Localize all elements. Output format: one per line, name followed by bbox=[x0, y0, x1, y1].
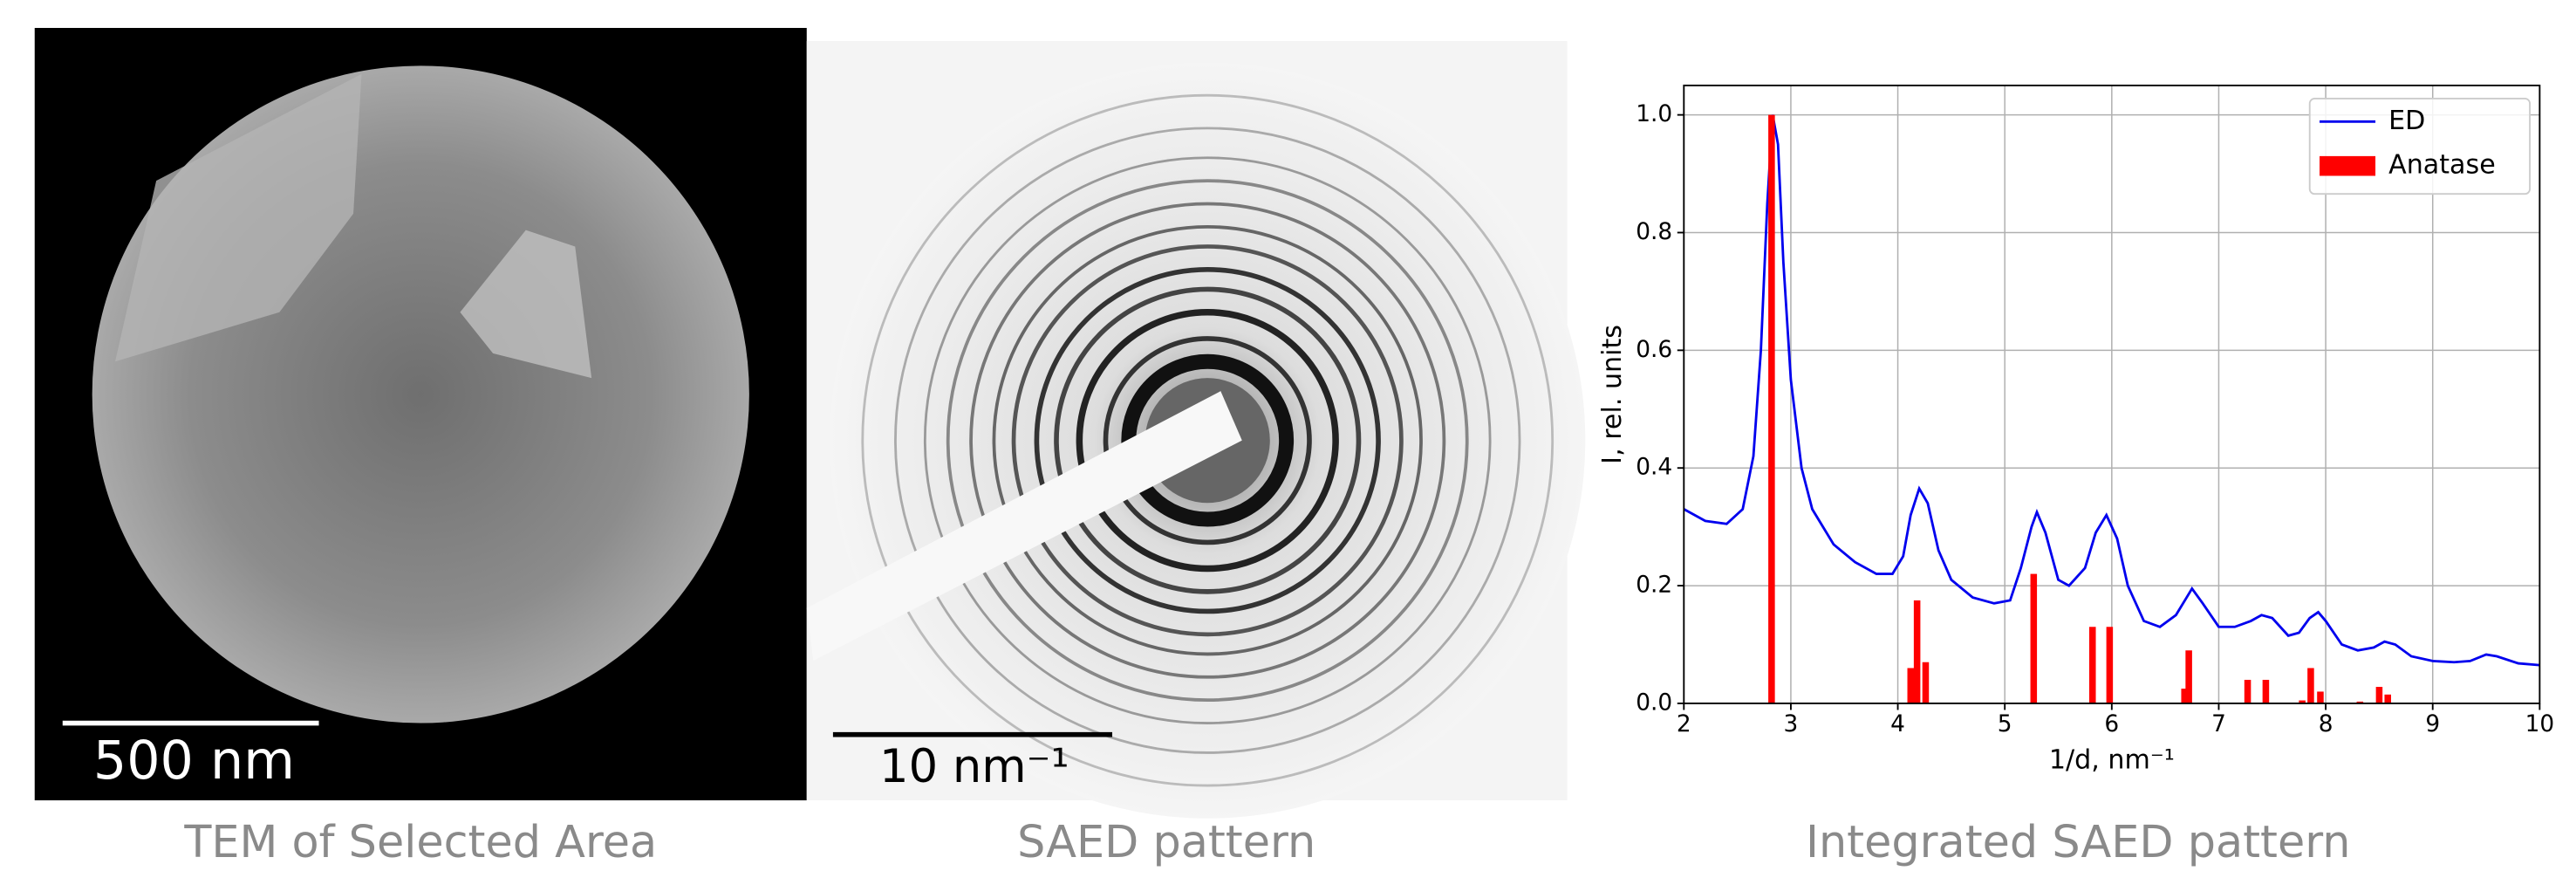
legend-label: ED bbox=[2388, 106, 2425, 136]
x-tick-label: 3 bbox=[1784, 711, 1799, 737]
bar bbox=[2356, 701, 2364, 703]
bar bbox=[2088, 627, 2096, 703]
bar bbox=[2185, 650, 2192, 703]
chart: 2 3 4 5 6 7 8 9 10 0.0 0.2 0.4 0.6 0.8 1.0 1/d, nm⁻¹ I, … bbox=[1597, 84, 2555, 775]
caption: TEM of Selected Area bbox=[183, 816, 657, 868]
ring bbox=[861, 93, 1554, 787]
scale-label: 500 nm bbox=[93, 730, 295, 792]
bar bbox=[2384, 694, 2391, 703]
bar bbox=[1768, 114, 1775, 703]
legend-label: Anatase bbox=[2388, 150, 2496, 181]
y-axis-label: I, rel. units bbox=[1597, 325, 1628, 464]
bar bbox=[2030, 573, 2038, 703]
scale-label: 10 nm⁻¹ bbox=[879, 740, 1069, 793]
ring bbox=[1054, 286, 1362, 594]
data-line bbox=[1683, 114, 2540, 667]
bar bbox=[2317, 691, 2324, 703]
x-tick-label: 10 bbox=[2525, 711, 2555, 737]
legend-swatch bbox=[2320, 155, 2376, 176]
ring bbox=[894, 127, 1521, 754]
caption: SAED pattern bbox=[1017, 816, 1315, 868]
ring bbox=[1034, 266, 1381, 614]
bar bbox=[1907, 668, 1915, 703]
ring bbox=[923, 156, 1492, 724]
plot-frame bbox=[1683, 84, 2541, 704]
x-tick-label: 4 bbox=[1890, 711, 1905, 737]
bar bbox=[2375, 687, 2383, 703]
x-tick-label: 5 bbox=[1998, 711, 2012, 737]
y-tick-label: 1.0 bbox=[1636, 101, 1672, 127]
beam-stop bbox=[806, 391, 1242, 661]
ring bbox=[946, 179, 1469, 703]
x-tick-label: 9 bbox=[2425, 711, 2440, 737]
tem-hole bbox=[460, 230, 592, 379]
y-tick-label: 0.0 bbox=[1636, 689, 1672, 716]
x-tick-label: 2 bbox=[1677, 711, 1691, 737]
x-axis-label: 1/d, nm⁻¹ bbox=[2049, 744, 2175, 775]
y-tick-label: 0.8 bbox=[1636, 219, 1672, 245]
bar bbox=[2106, 627, 2114, 703]
bar bbox=[1922, 662, 1930, 703]
x-tick-label: 7 bbox=[2211, 711, 2226, 737]
ring bbox=[992, 224, 1423, 656]
x-tick-label: 8 bbox=[2319, 711, 2333, 737]
ring bbox=[1103, 336, 1312, 545]
ring bbox=[969, 202, 1446, 679]
bar bbox=[2299, 700, 2306, 703]
ring bbox=[1011, 244, 1404, 637]
bar bbox=[2307, 668, 2314, 703]
ring bbox=[1076, 309, 1339, 573]
bar bbox=[2262, 679, 2270, 703]
bar bbox=[2244, 679, 2251, 703]
x-tick-label: 6 bbox=[2104, 711, 2119, 737]
caption: Integrated SAED pattern bbox=[1806, 816, 2350, 868]
y-tick-label: 0.2 bbox=[1636, 573, 1672, 599]
y-tick-label: 0.4 bbox=[1636, 455, 1672, 481]
tem-hole bbox=[115, 73, 362, 362]
bar bbox=[2181, 689, 2188, 703]
bar bbox=[1913, 600, 1921, 703]
y-tick-label: 0.6 bbox=[1636, 337, 1672, 363]
